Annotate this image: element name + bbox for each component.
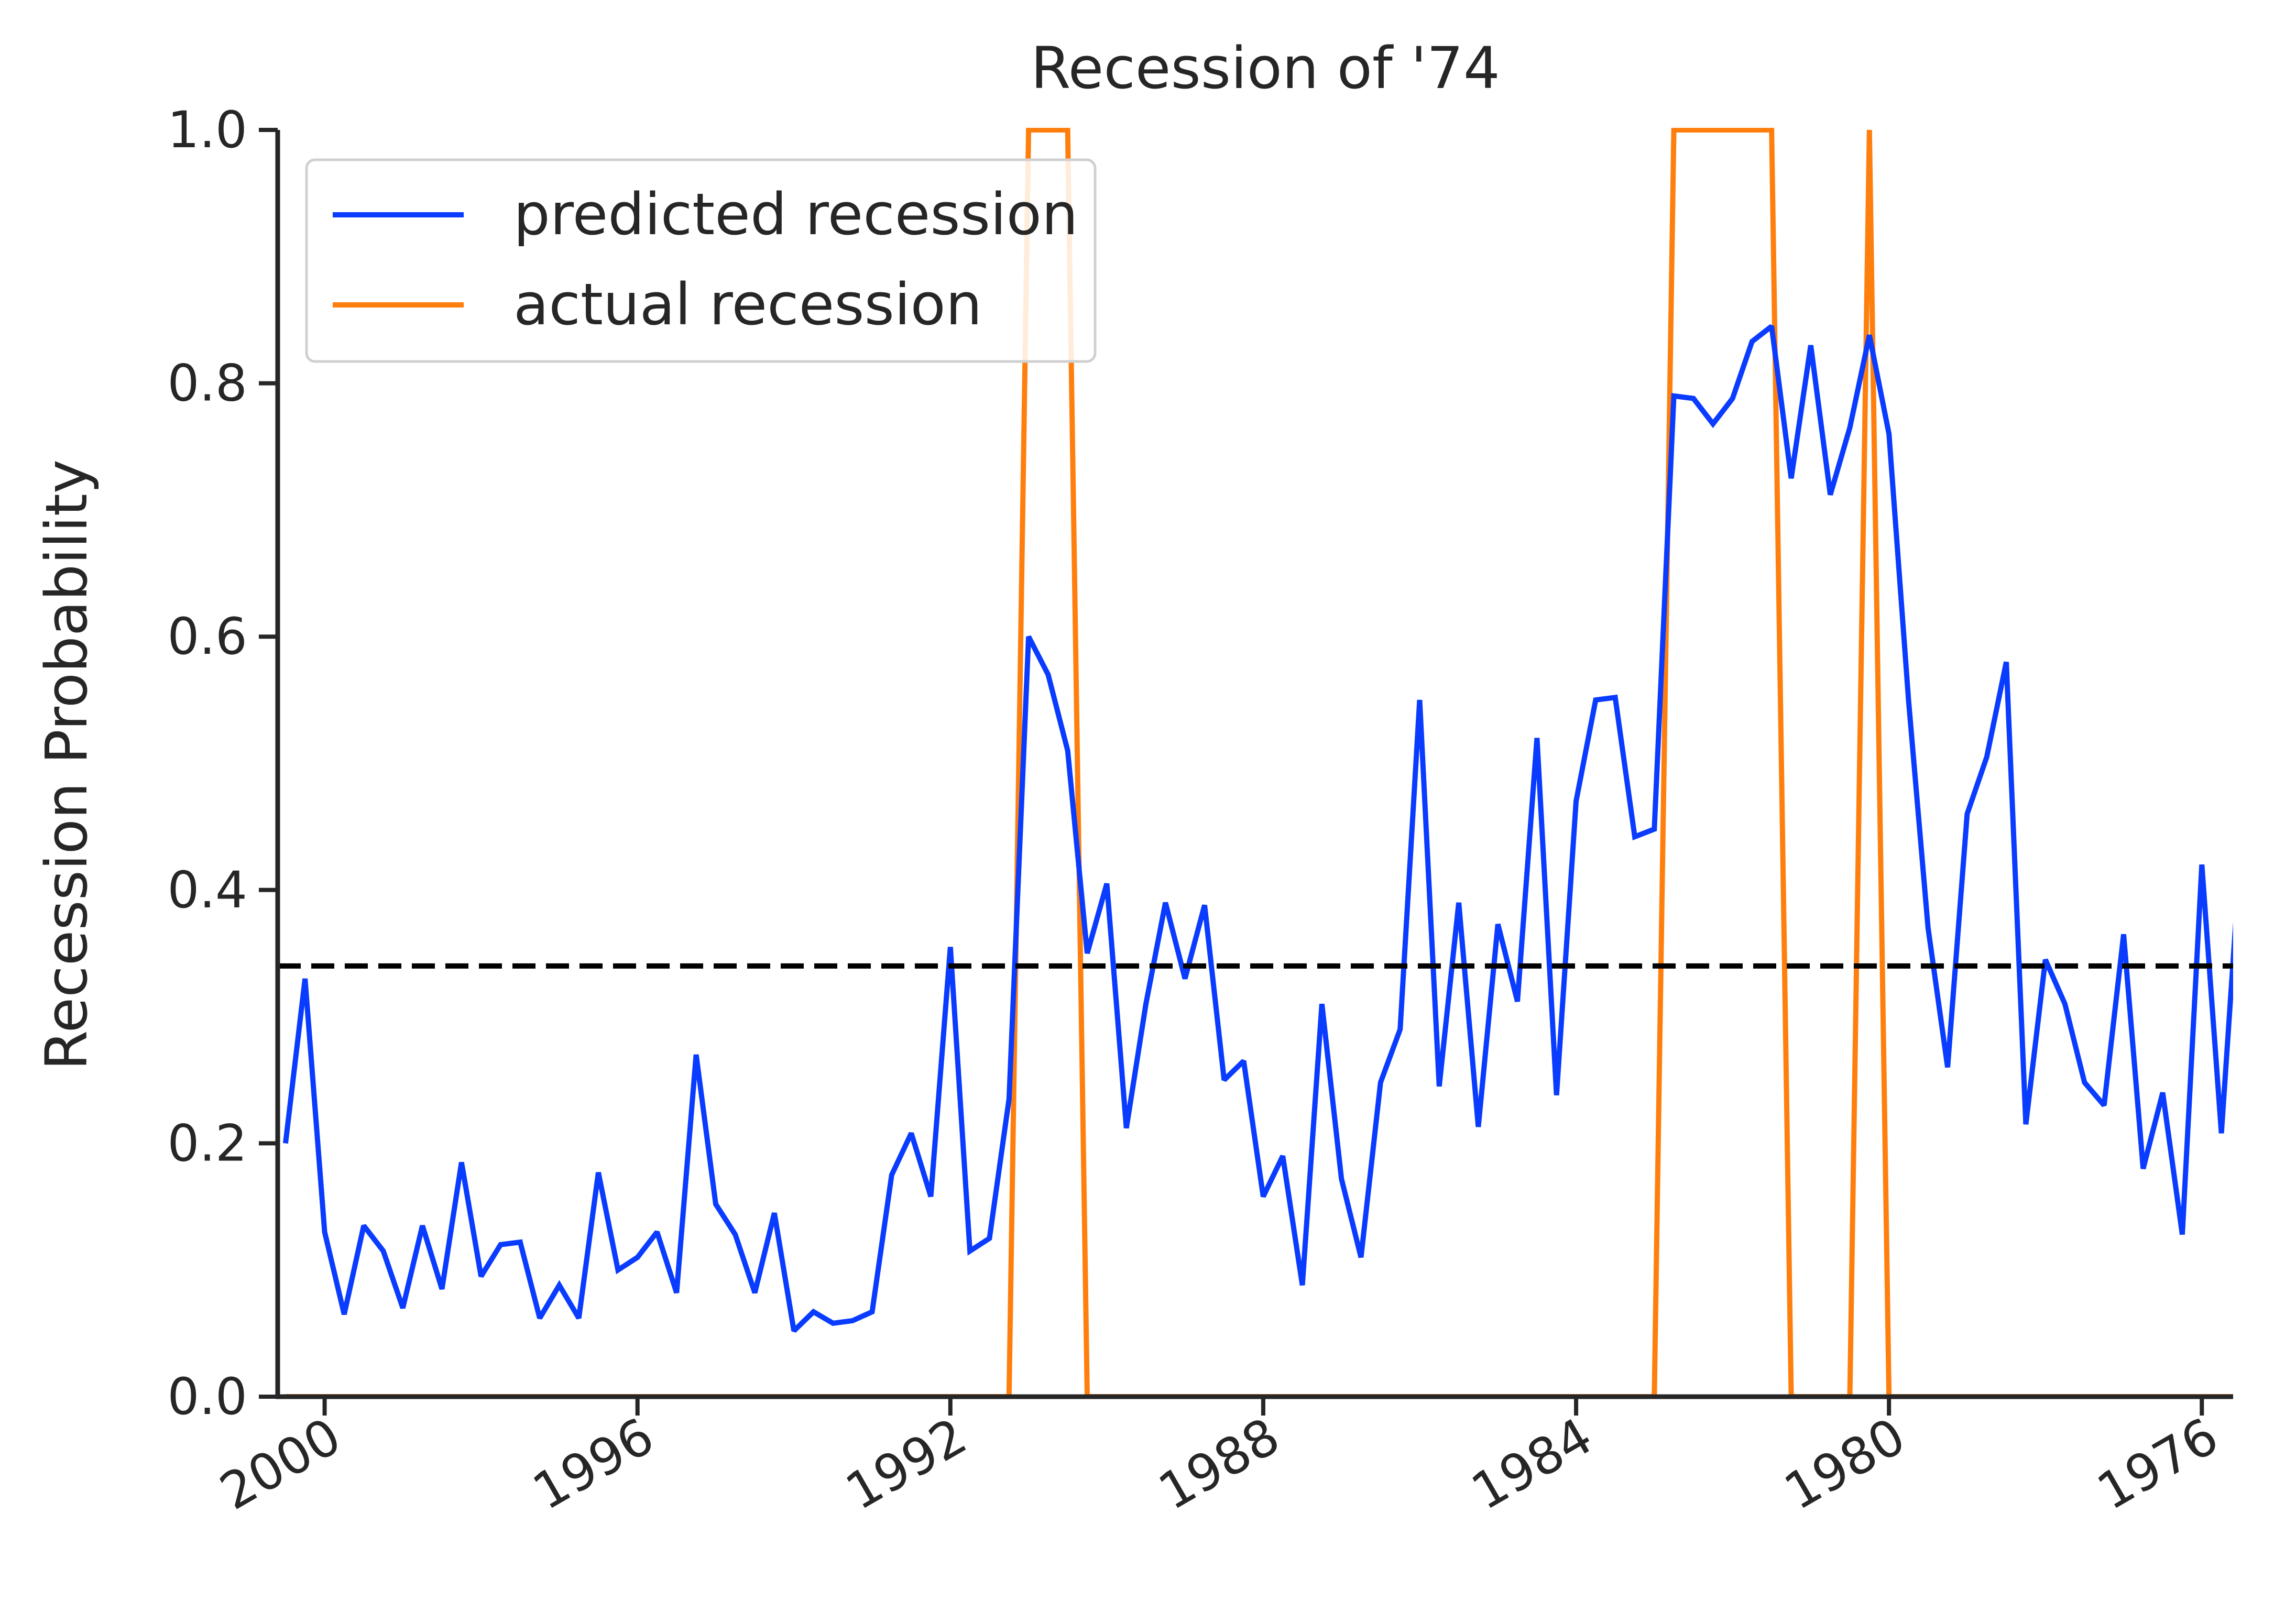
y-tick-label: 0.0 [167, 1367, 247, 1426]
y-tick-label: 0.2 [167, 1114, 247, 1172]
legend-box [305, 158, 1097, 363]
x-tick-label: 1988 [1149, 1407, 1289, 1521]
chart-title: Recession of '74 [1031, 35, 1500, 102]
x-tick-label: 1996 [523, 1407, 664, 1521]
y-tick-label: 0.8 [167, 354, 247, 413]
y-tick-label: 0.6 [167, 607, 247, 666]
legend-label: predicted recession [513, 181, 1078, 248]
x-tick-label: 1976 [2087, 1407, 2228, 1521]
legend: predicted recession actual recession [305, 158, 1097, 363]
x-tick-label: 1984 [1462, 1407, 1602, 1521]
y-axis-label: Recession Probability [33, 459, 100, 1070]
y-tick-label: 0.4 [167, 861, 247, 919]
y-tick-label: 1.0 [167, 101, 247, 159]
legend-label: actual recession [513, 271, 982, 338]
x-tick-label: 1980 [1775, 1407, 1915, 1521]
series-line-predicted-recession [282, 324, 2233, 1333]
x-tick-label: 1992 [836, 1407, 977, 1521]
